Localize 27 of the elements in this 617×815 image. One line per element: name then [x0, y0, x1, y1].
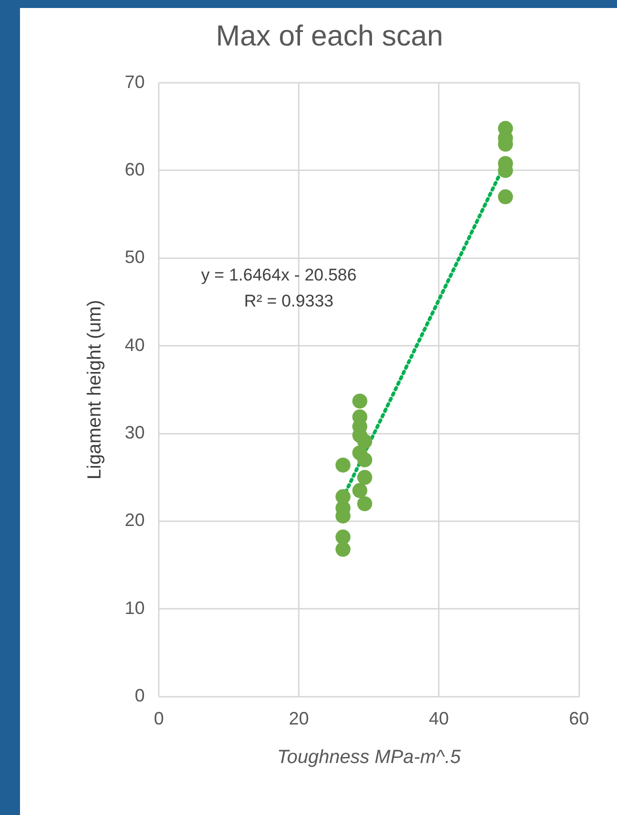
x-tick-label: 0	[154, 708, 164, 728]
y-tick-label: 30	[124, 422, 145, 443]
point	[498, 189, 513, 204]
y-axis-title: Ligament height (um)	[84, 300, 106, 480]
y-tick-label: 10	[124, 598, 145, 618]
annotation: y = 1.6464x - 20.586	[201, 265, 357, 284]
y-tick-label: 70	[124, 72, 145, 92]
chart-title: Max of each scan	[216, 20, 444, 52]
annotation: R² = 0.9333	[244, 291, 334, 310]
point	[357, 496, 372, 512]
point	[336, 458, 350, 473]
point	[336, 542, 350, 557]
y-tick-label: 0	[134, 686, 145, 706]
x-tick-label: 60	[568, 708, 590, 728]
point	[357, 434, 372, 449]
x-tick-label: 40	[428, 708, 449, 728]
point	[352, 483, 368, 498]
y-tick-label: 40	[124, 334, 145, 355]
point	[357, 470, 372, 485]
point	[352, 394, 368, 409]
point	[357, 452, 372, 468]
x-tick-label: 20	[288, 708, 309, 728]
y-tick-label: 20	[124, 510, 145, 530]
y-tick-label: 60	[124, 159, 145, 180]
x-axis-title: Toughness MPa-m^.5	[277, 746, 462, 768]
y-tick-label: 50	[124, 247, 145, 268]
point	[336, 530, 350, 545]
